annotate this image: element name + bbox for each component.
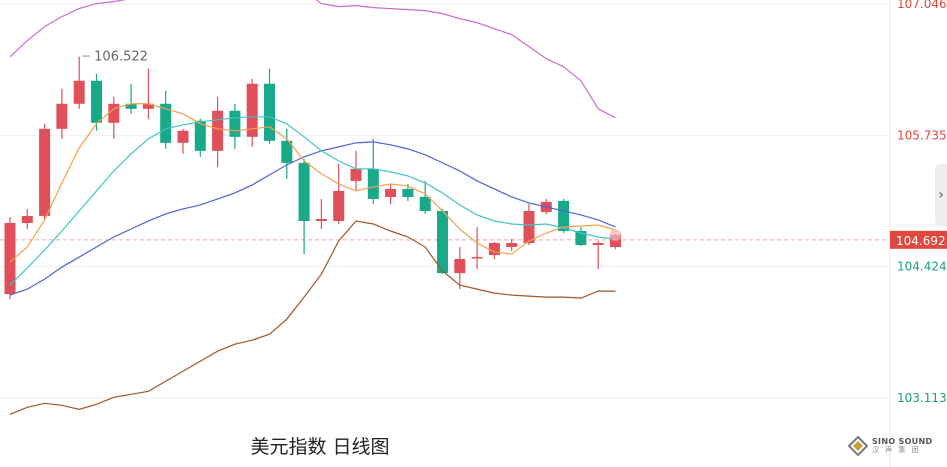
candle-body [506, 243, 518, 248]
candle-body [488, 243, 500, 256]
bollinger-upper-line [9, 0, 616, 119]
candle-body [315, 218, 327, 221]
candle-body [4, 222, 16, 295]
ma-mid-line [9, 116, 616, 286]
candle-body [523, 210, 535, 244]
candle-body [212, 110, 224, 151]
chart-title: 美元指数 日线图 [250, 436, 390, 458]
candle-body [558, 200, 570, 232]
candle-body [177, 130, 189, 143]
diamond-logo-icon [848, 436, 868, 456]
candle-body [194, 120, 206, 151]
y-tick-label: 105.735 [897, 128, 947, 142]
candle-body [298, 162, 310, 221]
current-price-badge [890, 230, 947, 249]
candles [4, 56, 621, 300]
candle-body [575, 231, 587, 246]
chevron-right-icon: › [938, 187, 944, 203]
candle-body [454, 259, 466, 274]
candle-body [21, 215, 33, 223]
candle-body [281, 140, 293, 163]
candle-body [419, 196, 431, 211]
bollinger-lower-line [9, 220, 616, 415]
candle-body [350, 168, 362, 181]
candle-body [246, 83, 258, 137]
candle-body [264, 83, 275, 141]
current-price-label: 104.692 [896, 234, 946, 248]
sino-sound-logo: SINO SOUND 汉 声 集 团 [848, 432, 944, 460]
candle-body [142, 103, 154, 109]
candle-body [160, 103, 172, 143]
y-tick-label: 107.046 [897, 0, 947, 11]
candle-body [610, 235, 621, 248]
moving-averages [9, 0, 622, 415]
next-arrow-button[interactable]: › [935, 164, 947, 226]
candle-body [73, 80, 85, 104]
candle-body [56, 103, 68, 129]
candle-body [229, 110, 241, 137]
candle-body [125, 103, 137, 109]
high-annotation: ┈ 106.522 [82, 49, 148, 64]
candle-body [592, 243, 604, 246]
candle-body [108, 103, 120, 123]
y-tick-label: 103.113 [897, 391, 947, 405]
price-axis: 107.046 105.735 104.424 103.113 104.692 ┈ 106… [82, 0, 947, 405]
ma-short-line [9, 103, 616, 263]
logo-subtitle: 汉 声 集 团 [872, 446, 921, 454]
candle-body [402, 188, 414, 197]
candle-body [437, 210, 448, 274]
y-tick-label: 104.424 [897, 260, 947, 274]
candle-body [471, 257, 483, 259]
candle-body [91, 80, 102, 123]
ma-long-line [9, 141, 616, 296]
latest-price-dot [609, 229, 622, 242]
candle-body [367, 168, 379, 199]
candle-body [333, 190, 345, 221]
candle-body [385, 188, 397, 197]
logo-name: SINO SOUND [872, 437, 933, 446]
candle-body [39, 128, 51, 216]
